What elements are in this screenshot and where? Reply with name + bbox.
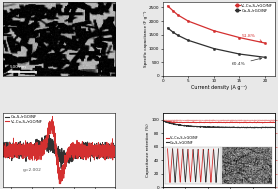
Co₃S₄/rGO/NF (111, 146, 114, 148)
Y-axis label: Intensity (a.u.): Intensity (a.u.) (0, 135, 1, 165)
Co₃S₄/rGO/NF (56, 150, 59, 152)
Co₃S₄/rGO/NF (1, 145, 4, 147)
Co₃S₄/rGO/NF (46, 134, 49, 136)
Vₓ-Co₃S₄/rGO/NF (59, 183, 62, 185)
Co₃S₄/rGO/NF (59, 167, 63, 170)
Co₃S₄/rGO/NF (53, 149, 56, 151)
Y-axis label: Specific capacitance (F g⁻¹): Specific capacitance (F g⁻¹) (143, 11, 148, 67)
Line: Co₃S₄/rGO/NF: Co₃S₄/rGO/NF (3, 135, 115, 168)
Text: 60.4%: 60.4% (232, 58, 262, 66)
Y-axis label: Capacitance retention (%): Capacitance retention (%) (146, 123, 150, 177)
Vₓ-Co₃S₄/rGO/NF (7, 153, 10, 155)
Text: 51.8%: 51.8% (242, 34, 262, 42)
Vₓ-Co₃S₄/rGO/NF (56, 161, 59, 164)
Co₃S₄/rGO/NF (7, 153, 10, 155)
Vₓ-Co₃S₄/rGO/NF (90, 150, 93, 153)
X-axis label: Current density (A g⁻¹): Current density (A g⁻¹) (191, 84, 247, 90)
Co₃S₄/rGO/NF (110, 148, 114, 150)
Vₓ-Co₃S₄/rGO/NF (1, 154, 4, 156)
Legend: Vₓ-Co₃S₄/rGO/NF, Co₃S₄/rGO/NF: Vₓ-Co₃S₄/rGO/NF, Co₃S₄/rGO/NF (165, 136, 199, 145)
Co₃S₄/rGO/NF (114, 144, 117, 146)
Text: g=2.002: g=2.002 (23, 168, 42, 172)
Text: 500 nm: 500 nm (9, 65, 25, 69)
Vₓ-Co₃S₄/rGO/NF (114, 149, 117, 152)
Legend: Co₃S₄/rGO/NF, Vₓ-Co₃S₄/rGO/NF: Co₃S₄/rGO/NF, Vₓ-Co₃S₄/rGO/NF (5, 115, 43, 124)
Co₃S₄/rGO/NF (90, 152, 93, 155)
Vₓ-Co₃S₄/rGO/NF (51, 115, 54, 118)
Legend: Vₓ-Co₃S₄/rGO/NF, Co₃S₄/rGO/NF: Vₓ-Co₃S₄/rGO/NF, Co₃S₄/rGO/NF (235, 4, 273, 13)
Vₓ-Co₃S₄/rGO/NF (110, 151, 114, 153)
Vₓ-Co₃S₄/rGO/NF (111, 146, 114, 149)
Vₓ-Co₃S₄/rGO/NF (53, 138, 56, 140)
Line: Vₓ-Co₃S₄/rGO/NF: Vₓ-Co₃S₄/rGO/NF (3, 116, 115, 184)
